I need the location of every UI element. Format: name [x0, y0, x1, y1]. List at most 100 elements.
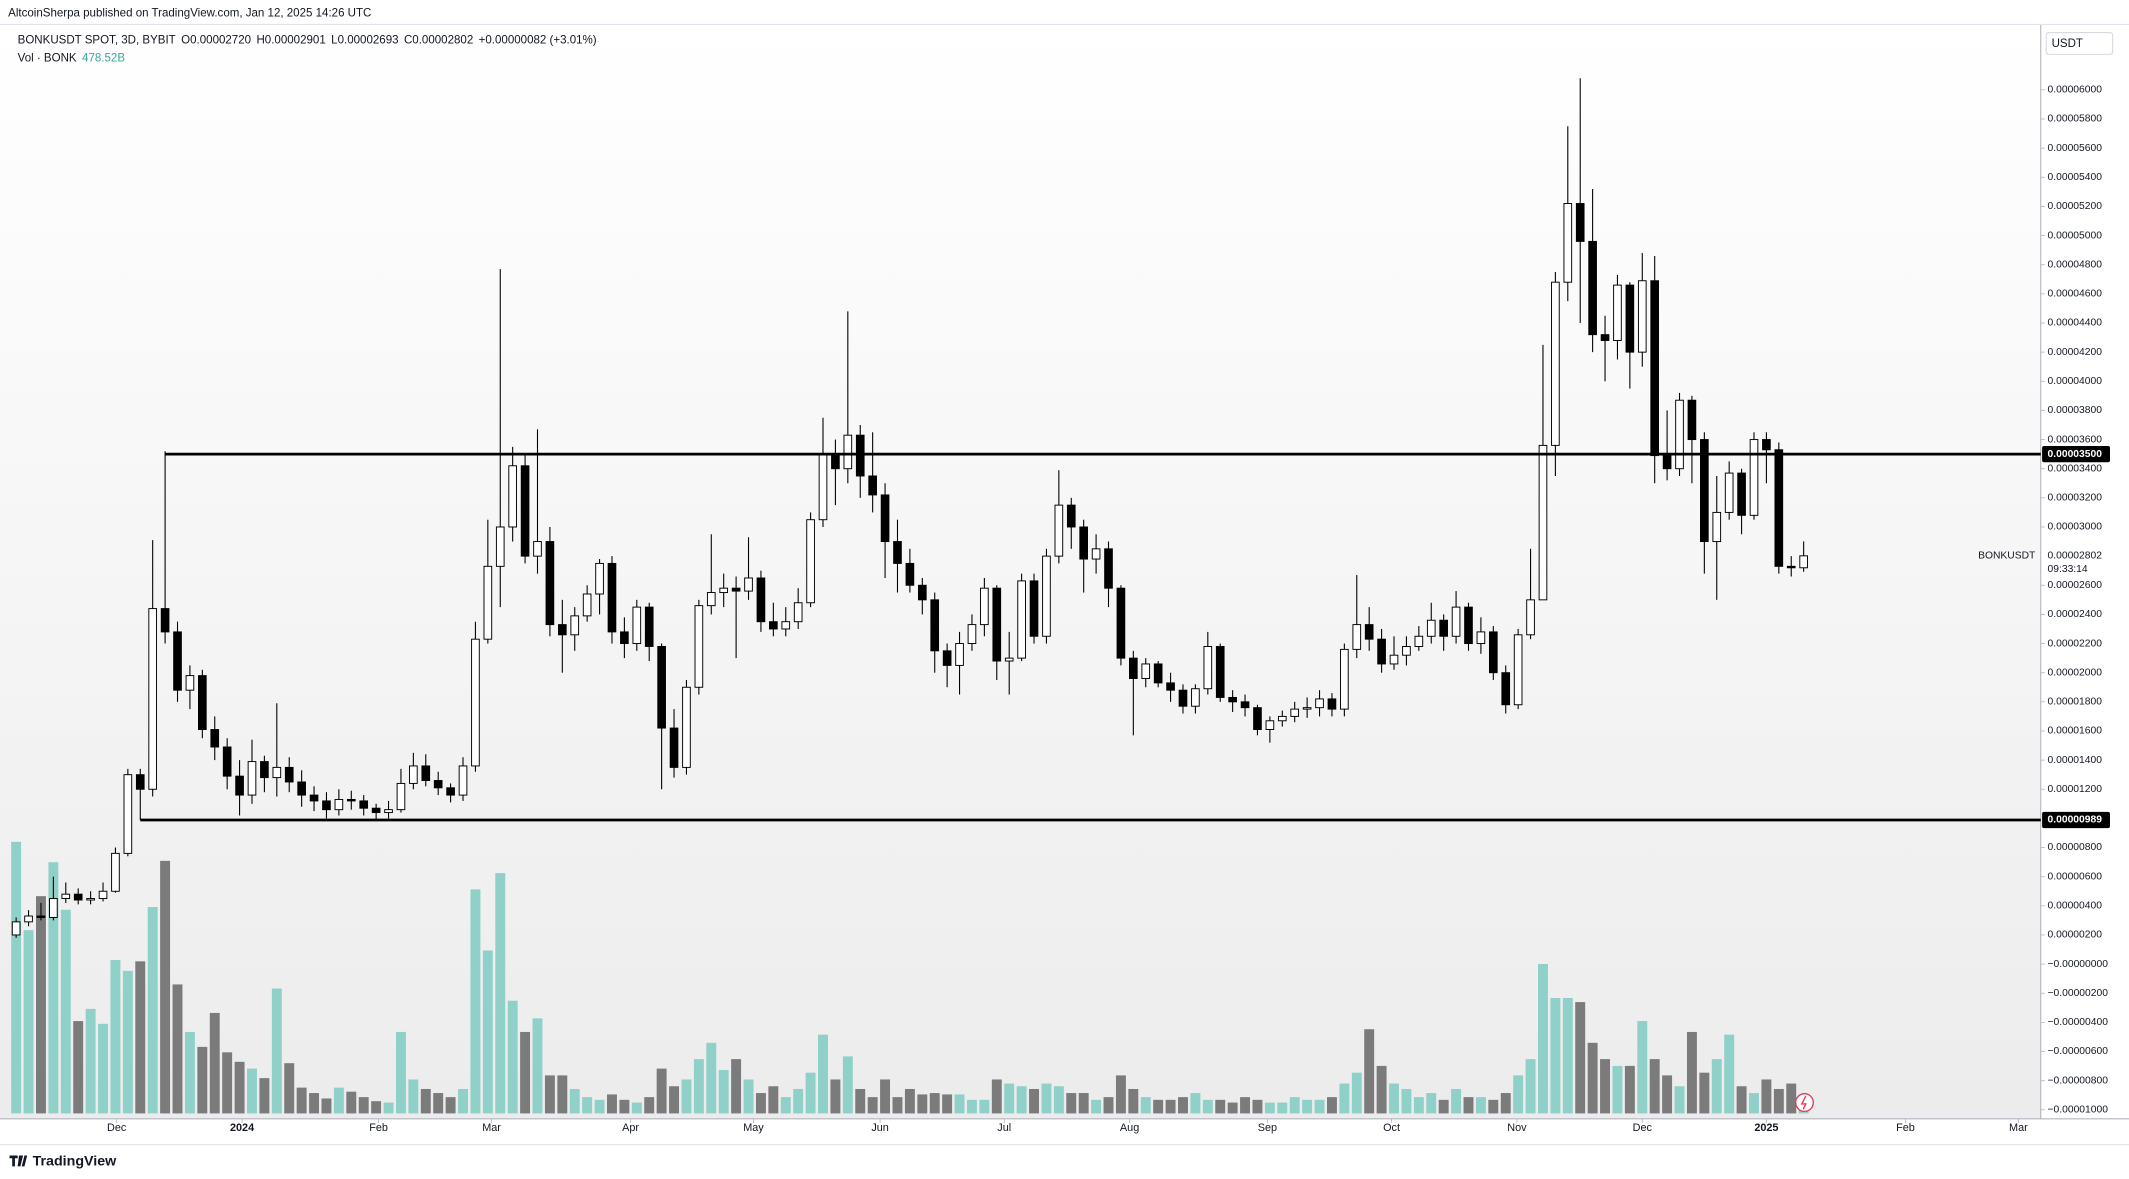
candle-body — [49, 898, 58, 918]
volume-bar — [160, 860, 171, 1114]
candle-body — [682, 686, 691, 768]
volume-bar — [681, 1079, 692, 1114]
candle-body — [582, 593, 592, 617]
candle-body — [1476, 631, 1486, 645]
candle-body — [11, 921, 21, 936]
candle-body — [247, 761, 257, 796]
candle-body — [185, 675, 195, 691]
candle-body — [359, 800, 369, 809]
candle-body — [334, 798, 344, 811]
candle-body — [1340, 648, 1349, 710]
volume-bar — [1637, 1021, 1648, 1114]
volume-bar — [1736, 1086, 1747, 1114]
y-tick-label: 0.00002600 — [2048, 580, 2103, 591]
candle-body — [1402, 645, 1411, 656]
replay-icon[interactable] — [1794, 1093, 1814, 1113]
candle-body — [1302, 707, 1312, 710]
x-tick-label: Jun — [871, 1122, 889, 1134]
candle-body — [409, 765, 418, 784]
volume-bar — [445, 1097, 456, 1114]
candle-body — [706, 592, 716, 607]
volume-bar — [85, 1008, 96, 1114]
volume-bar — [1314, 1099, 1325, 1114]
last-symbol: BONKUSDT — [1978, 551, 2036, 562]
volume-bar — [917, 1094, 928, 1114]
logo-mark — [9, 1155, 28, 1167]
x-tick-label: Apr — [622, 1122, 639, 1134]
volume-bar — [991, 1079, 1002, 1114]
ohlc-value: 0.00002901 — [265, 35, 326, 47]
volume-bar — [333, 1087, 344, 1114]
candle-body — [160, 608, 170, 633]
candle-body — [1613, 284, 1622, 341]
volume-bar — [23, 930, 34, 1114]
candle-body — [235, 775, 244, 796]
candle-body — [1352, 624, 1362, 650]
volume-bar — [1500, 1093, 1511, 1114]
volume-bar — [1115, 1075, 1126, 1114]
volume-bar — [706, 1042, 717, 1114]
volume-bar — [1724, 1034, 1735, 1114]
volume-bar — [35, 896, 46, 1114]
volume-bar — [1066, 1093, 1077, 1114]
candle-body — [1215, 645, 1225, 698]
volume-bar — [1227, 1102, 1238, 1114]
candle-body — [893, 541, 902, 564]
volume-bar — [1786, 1083, 1797, 1114]
volume-bar — [383, 1102, 394, 1114]
volume-bar — [755, 1093, 766, 1114]
y-tick-label: 0.00003600 — [2048, 434, 2103, 445]
volume-bar — [693, 1059, 704, 1114]
candle-body — [769, 621, 778, 630]
candle-body — [657, 645, 666, 729]
x-tick-label: Dec — [1633, 1122, 1653, 1134]
candle-body — [98, 890, 108, 900]
volume-bar — [1451, 1088, 1462, 1114]
x-tick-label: Nov — [1507, 1122, 1527, 1134]
price-axis-background — [2040, 24, 2129, 1119]
candle-body — [123, 774, 133, 854]
y-tick-label: 0.00001200 — [2048, 784, 2103, 795]
y-tick-label: 0.00004200 — [2048, 347, 2103, 358]
currency-box[interactable] — [2045, 32, 2114, 55]
volume-bar — [1749, 1093, 1759, 1114]
candle-body — [744, 577, 753, 592]
volume-bar — [1202, 1099, 1213, 1114]
candle-body — [781, 621, 791, 630]
volume-bar — [842, 1056, 853, 1114]
candle-body — [1364, 624, 1374, 640]
ohlc-key: H — [256, 35, 264, 47]
candle-body — [1166, 682, 1175, 691]
candle-body — [86, 898, 95, 901]
candle-body — [1153, 663, 1163, 684]
candle-body — [111, 852, 120, 892]
volume-bar — [1351, 1072, 1362, 1114]
candle-body — [1066, 504, 1076, 528]
y-tick-label: 0.00002200 — [2048, 638, 2103, 649]
candle-body — [1091, 548, 1101, 560]
candle-body — [471, 638, 480, 767]
candle-body — [1029, 580, 1039, 637]
volume-bar — [1277, 1102, 1288, 1114]
volume-bar — [1103, 1097, 1114, 1114]
volume-bar — [395, 1031, 406, 1114]
x-tick-label: Mar — [2009, 1122, 2028, 1134]
candle-body — [632, 606, 642, 645]
volume-bar — [1438, 1099, 1449, 1114]
volume-bar — [942, 1094, 953, 1114]
volume-bar — [1029, 1088, 1039, 1114]
candle-body — [1588, 240, 1597, 336]
legend-layer: BONKUSDT SPOT, 3D, BYBIT O0.00002720 H0.00… — [18, 35, 597, 65]
y-tick-label: −0.00000800 — [2048, 1075, 2109, 1086]
candle-body — [1551, 281, 1560, 446]
candle-body — [260, 761, 269, 779]
volume-bar — [1488, 1099, 1499, 1114]
candle-body — [24, 915, 33, 923]
candle-body — [1315, 698, 1324, 709]
candle-body — [818, 453, 828, 521]
y-tick-label: 0.00004800 — [2048, 259, 2103, 270]
volume-bar — [1215, 1099, 1226, 1114]
ohlc-key: C — [404, 35, 412, 47]
volume-bar — [966, 1099, 977, 1114]
